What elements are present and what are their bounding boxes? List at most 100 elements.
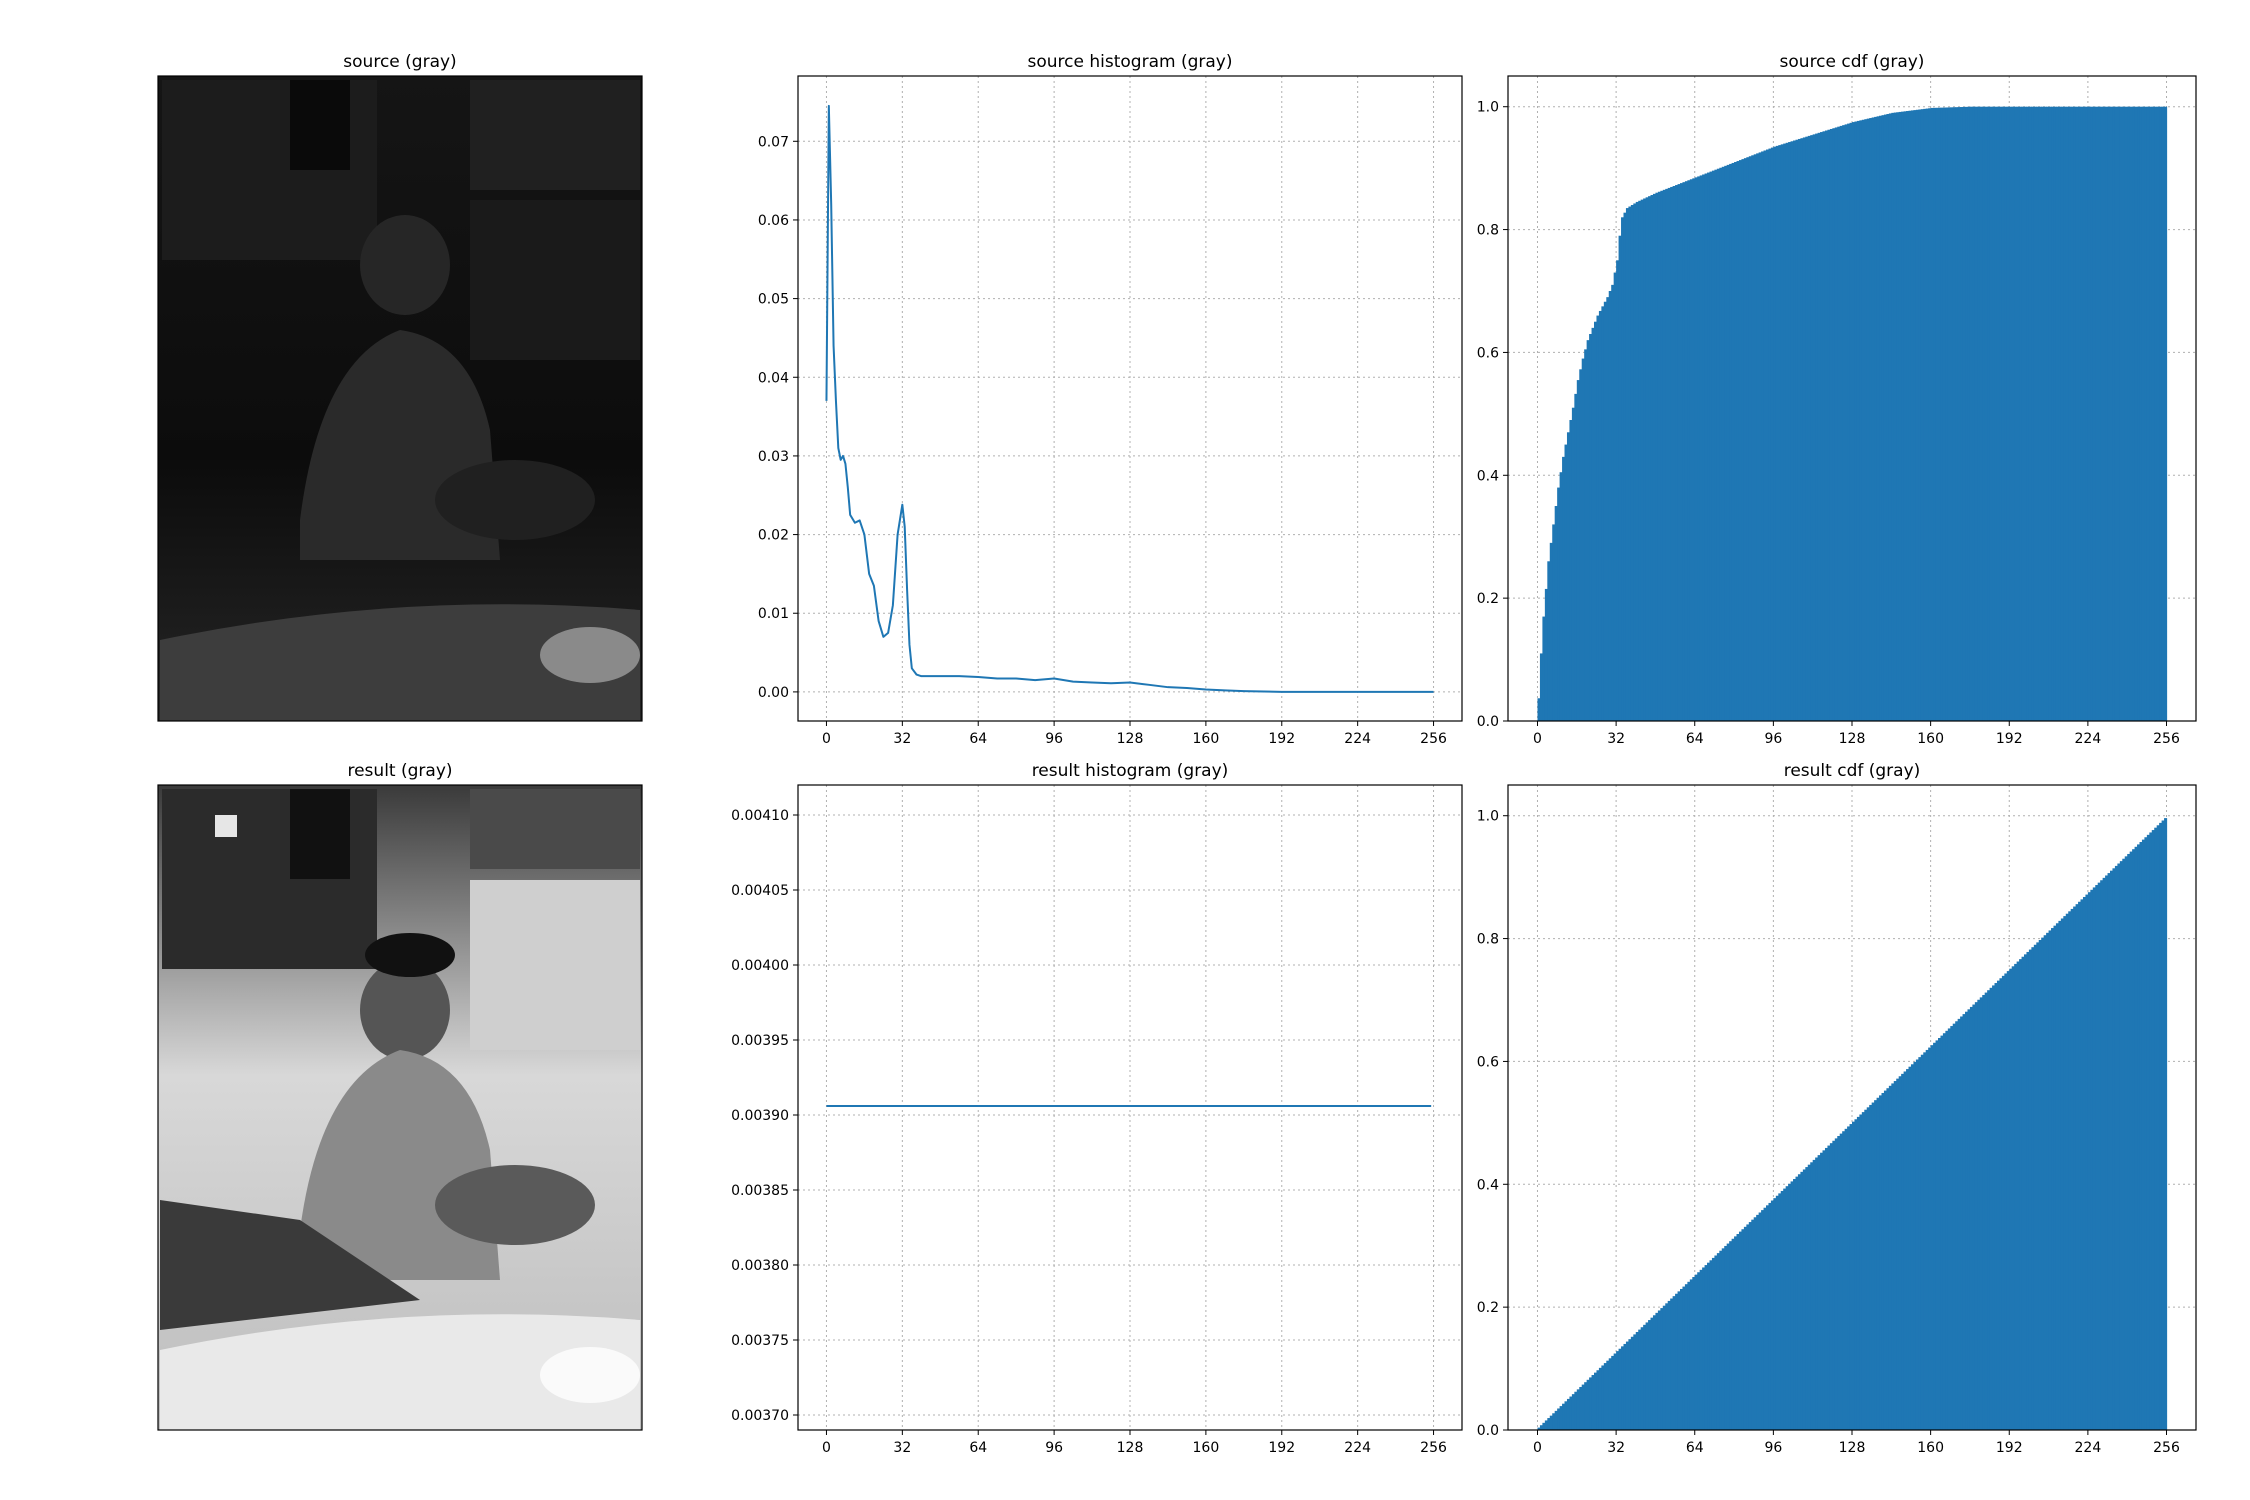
x-tick-label: 64 [1686, 1440, 1704, 1456]
x-tick-label: 160 [1917, 1440, 1944, 1456]
cdf-bar [2053, 925, 2057, 1430]
cdf-bar [1824, 1147, 1829, 1430]
cdf-bar [1616, 1351, 1620, 1430]
cdf-bar [1952, 107, 1956, 721]
cdf-bar [1736, 1234, 1740, 1430]
cdf-bar [1925, 108, 1929, 721]
cdf-bar [1537, 1427, 1541, 1430]
cdf-bar [2078, 106, 2082, 721]
cdf-bar [1805, 1167, 1809, 1430]
cdf-bar [1660, 1308, 1664, 1430]
cdf-bar [1738, 160, 1743, 721]
cdf-bar [1957, 1018, 1961, 1430]
cdf-bar [2001, 975, 2005, 1430]
y-tick-label: 0.00385 [731, 1183, 789, 1199]
cdf-bar [1856, 1116, 1860, 1430]
cdf-bar [1756, 153, 1760, 722]
cdf-bar [1724, 1245, 1728, 1430]
x-tick-label: 256 [2153, 1440, 2180, 1456]
cdf-bar [1869, 1104, 1873, 1430]
cdf-bar [1643, 198, 1647, 722]
cdf-bar [2097, 106, 2101, 721]
cdf-bar [1797, 138, 1801, 721]
cdf-bar [1955, 107, 1959, 722]
cdf-bar [1960, 107, 1964, 721]
x-tick-label: 0 [1533, 731, 1542, 747]
cdf-bar [1896, 1078, 1900, 1430]
cdf-bar [1962, 1014, 1966, 1430]
result-image-frame [157, 784, 643, 1431]
cdf-bar [1849, 122, 1853, 722]
y-tick-label: 0.00410 [731, 808, 789, 824]
cdf-bar [2156, 825, 2160, 1430]
cdf-bar [1778, 145, 1782, 722]
cdf-bar [2041, 106, 2045, 721]
cdf-bar [1751, 1219, 1755, 1430]
cdf-bar [1591, 1375, 1595, 1430]
cdf-bar [2011, 966, 2015, 1430]
y-tick-label: 0.2 [1477, 591, 1499, 607]
cdf-bar [1589, 1377, 1593, 1430]
x-tick-label: 128 [1839, 731, 1866, 747]
cdf-bar [1972, 106, 1976, 721]
cdf-bar [1734, 162, 1738, 721]
cdf-bar [1738, 1231, 1743, 1430]
cdf-bar [1699, 1269, 1703, 1430]
cdf-bar [2063, 106, 2067, 721]
cdf-bar [1761, 1210, 1765, 1430]
cdf-bar [1930, 107, 1934, 721]
cdf-bar [1613, 1353, 1617, 1430]
cdf-bar [1716, 1253, 1720, 1430]
cdf-bar [1549, 1415, 1553, 1430]
cdf-bar [1630, 1336, 1634, 1430]
cdf-bar [1861, 119, 1865, 721]
cdf-bar [1923, 108, 1927, 722]
cdf-bar [1797, 1174, 1801, 1430]
cdf-bar [2146, 106, 2150, 721]
cdf-bar [2051, 928, 2055, 1430]
cdf-bar [2117, 106, 2121, 721]
cdf-bar [1554, 1410, 1558, 1430]
grid-lines [798, 76, 1462, 721]
x-tick-label: 32 [1607, 1440, 1625, 1456]
cdf-bar [2021, 956, 2025, 1430]
cdf-bar [1544, 588, 1548, 721]
cdf-bar [1795, 139, 1799, 722]
x-tick-label: 256 [1420, 1440, 1447, 1456]
y-tick-label: 0.04 [758, 370, 789, 386]
cdf-bar [1682, 182, 1686, 721]
cdf-bar [2159, 106, 2163, 721]
cdf-bar [1694, 1274, 1698, 1430]
cdf-bar [2127, 853, 2131, 1430]
y-tick-label: 0.00 [758, 685, 789, 701]
cdf-bar [1618, 235, 1622, 721]
cdf-bar [1938, 1038, 1942, 1430]
cdf-bar [1549, 542, 1553, 721]
y-tick-label: 0.00395 [731, 1033, 789, 1049]
cdf-bar [1805, 136, 1809, 721]
cdf-bar [1920, 1054, 1924, 1430]
cdf-bar [2149, 106, 2153, 721]
cdf-bar [1680, 1288, 1684, 1430]
chart-title: source histogram (gray) [1028, 52, 1233, 72]
cdf-bar [2073, 906, 2077, 1430]
x-tick-label: 192 [1996, 731, 2023, 747]
cdf-bar [1790, 141, 1794, 721]
cdf-bar [1935, 1040, 1939, 1430]
cdf-bar [1780, 1190, 1784, 1430]
cdf-bar [2006, 106, 2010, 721]
cdf-bar [1910, 1064, 1915, 1430]
cdf-bar [1775, 145, 1779, 722]
cdf-bar [2031, 106, 2035, 721]
cdf-bar [1672, 186, 1676, 721]
cdf-bar [1829, 1143, 1833, 1430]
cdf-bar [1859, 120, 1863, 722]
cdf-bar [1945, 107, 1949, 722]
x-tick-label: 32 [1607, 731, 1625, 747]
cdf-bar [1763, 150, 1767, 722]
cdf-bar [1773, 146, 1777, 721]
cdf-bar [1869, 118, 1873, 722]
cdf-bar [2006, 971, 2010, 1430]
cdf-bar [1594, 1372, 1598, 1430]
cdf-bar [1942, 107, 1946, 721]
